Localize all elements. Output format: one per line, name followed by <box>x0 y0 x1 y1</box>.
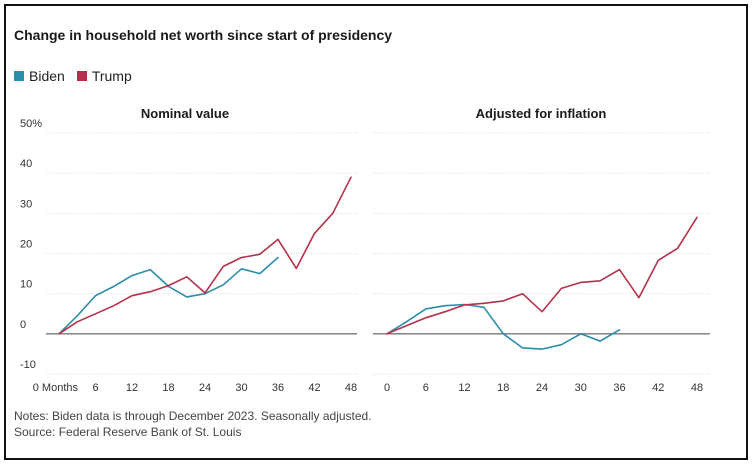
legend-label-biden: Biden <box>29 68 65 84</box>
series-line-biden-1 <box>386 303 621 350</box>
legend-item-biden: Biden <box>14 68 65 84</box>
x-tick-label-0-1: 6 <box>92 382 98 394</box>
x-tick-label-0-5: 30 <box>235 382 247 394</box>
series-line-biden-0 <box>58 256 279 335</box>
series-line-trump-1 <box>386 216 698 335</box>
legend-label-trump: Trump <box>91 68 132 84</box>
x-tick-label-0-3: 18 <box>162 382 174 394</box>
x-tick-label-0-6: 36 <box>272 382 284 394</box>
x-tick-label-0-8: 48 <box>345 382 357 394</box>
x-tick-label-1-2: 12 <box>458 382 470 394</box>
x-tick-label-1-1: 6 <box>423 382 429 394</box>
x-tick-label-1-8: 48 <box>691 382 703 394</box>
legend-swatch-biden <box>14 71 24 81</box>
y-tick-label-5: 0 <box>20 319 26 331</box>
x-tick-label-0-0: 0 Months <box>33 382 79 394</box>
source-text: Source: Federal Reserve Bank of St. Loui… <box>14 425 242 439</box>
y-tick-label-3: 20 <box>20 239 32 251</box>
legend-swatch-trump <box>76 71 87 81</box>
x-tick-label-1-5: 30 <box>575 382 587 394</box>
legend-item-trump: Trump <box>76 68 132 84</box>
x-tick-label-1-6: 36 <box>613 382 625 394</box>
notes-block: Notes: Biden data is through December 20… <box>14 408 372 440</box>
notes-text: Notes: Biden data is through December 20… <box>14 409 372 423</box>
panel-title-0: Nominal value <box>141 106 229 121</box>
y-tick-label-1: 40 <box>20 158 32 170</box>
x-tick-label-0-4: 24 <box>199 382 211 394</box>
panel-title-1: Adjusted for inflation <box>476 106 607 121</box>
y-tick-label-2: 30 <box>20 198 32 210</box>
y-tick-label-6: -10 <box>20 359 36 371</box>
x-tick-label-1-0: 0 <box>384 382 390 394</box>
x-tick-label-1-4: 24 <box>536 382 548 394</box>
y-tick-label-0: 50% <box>20 118 42 130</box>
x-tick-label-1-7: 42 <box>652 382 664 394</box>
x-tick-label-1-3: 18 <box>497 382 509 394</box>
chart-title: Change in household net worth since star… <box>14 27 393 43</box>
y-tick-label-4: 10 <box>20 279 32 291</box>
legend: Biden Trump <box>14 68 144 84</box>
x-tick-label-0-7: 42 <box>308 382 320 394</box>
series-line-trump-0 <box>58 176 352 335</box>
x-tick-label-0-2: 12 <box>126 382 138 394</box>
chart-frame <box>4 4 748 460</box>
